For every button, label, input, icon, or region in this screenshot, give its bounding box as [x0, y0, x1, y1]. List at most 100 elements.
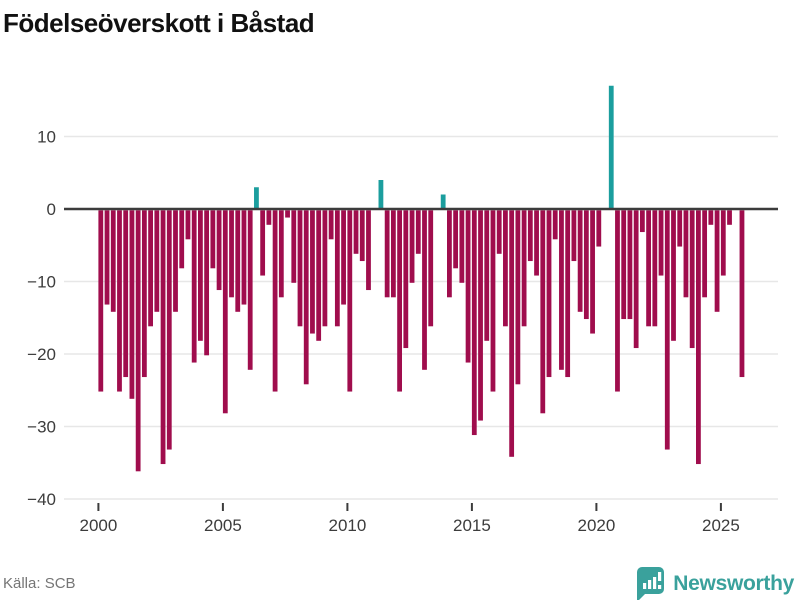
- bar-2025Q4: [739, 210, 745, 378]
- bar-2013Q1: [422, 210, 427, 370]
- bar-2005Q2: [229, 210, 234, 298]
- bar-2006Q2: [254, 187, 259, 209]
- bar-2023Q2: [677, 210, 683, 247]
- bar-2019Q2: [577, 210, 583, 312]
- bar-2024Q2: [702, 210, 708, 298]
- y-tick-label: −30: [27, 418, 56, 437]
- bar-2007Q3: [285, 210, 290, 218]
- bar-2023Q3: [683, 210, 689, 298]
- bar-2025Q1: [720, 210, 726, 276]
- bar-2009Q3: [334, 210, 340, 327]
- bar-2007Q2: [278, 210, 284, 298]
- bar-2004Q1: [198, 210, 203, 341]
- bar-2009Q2: [328, 210, 334, 240]
- bar-2001Q4: [141, 210, 147, 378]
- bar-2010Q1: [347, 210, 353, 392]
- bar-2023Q1: [671, 210, 676, 341]
- x-tick-label: 2020: [577, 516, 615, 535]
- bar-2012Q3: [409, 210, 415, 283]
- bar-2019Q1: [571, 210, 577, 262]
- bar-2008Q3: [310, 210, 315, 334]
- bar-2013Q2: [428, 210, 434, 327]
- bar-2022Q4: [664, 210, 670, 450]
- y-tick-label: −40: [27, 490, 56, 509]
- bar-2007Q1: [272, 210, 278, 392]
- bar-2006Q4: [266, 210, 272, 225]
- bar-2004Q2: [204, 210, 210, 356]
- bar-2021Q1: [621, 210, 627, 320]
- bar-2022Q1: [646, 210, 651, 327]
- bar-2016Q3: [509, 210, 515, 457]
- bar-2010Q4: [366, 210, 371, 291]
- bar-2004Q3: [210, 210, 216, 269]
- bar-2002Q3: [160, 210, 166, 465]
- bar-2012Q1: [397, 210, 402, 392]
- bar-2013Q4: [440, 194, 446, 209]
- bar-2015Q4: [490, 210, 496, 392]
- y-tick-label: −10: [27, 273, 56, 292]
- y-tick-label: −20: [27, 345, 56, 364]
- bar-2015Q1: [471, 210, 477, 436]
- bar-2019Q3: [583, 210, 589, 320]
- newsworthy-brand: Newsworthy: [635, 566, 794, 600]
- bar-2001Q3: [135, 210, 141, 472]
- bar-2003Q1: [173, 210, 178, 312]
- bar-2024Q4: [714, 210, 720, 312]
- bar-2010Q2: [353, 210, 359, 254]
- y-tick-label: 0: [47, 200, 56, 219]
- bar-2001Q2: [129, 210, 135, 399]
- bar-2025Q2: [727, 210, 732, 225]
- bar-2022Q2: [652, 210, 658, 327]
- bar-2015Q2: [478, 210, 483, 421]
- bar-2015Q3: [484, 210, 490, 341]
- bar-2012Q4: [415, 210, 421, 254]
- bar-2024Q3: [708, 210, 714, 225]
- chart-title: Födelseöverskott i Båstad: [3, 8, 315, 38]
- bar-2022Q3: [658, 210, 664, 276]
- bar-2021Q4: [639, 210, 645, 233]
- bar-2014Q3: [459, 210, 465, 283]
- bar-2019Q4: [590, 210, 595, 334]
- bar-2006Q1: [247, 210, 253, 370]
- gridlines: [64, 135, 778, 500]
- bar-2005Q1: [222, 210, 228, 414]
- bar-2017Q3: [534, 210, 539, 276]
- bar-2016Q4: [515, 210, 521, 385]
- bar-2016Q2: [503, 210, 508, 327]
- bar-2020Q4: [615, 210, 620, 392]
- bar-2014Q4: [465, 210, 471, 363]
- bar-2002Q4: [166, 210, 172, 450]
- y-tick-label: 10: [37, 128, 56, 147]
- bar-2023Q4: [689, 210, 695, 349]
- bar-2018Q3: [559, 210, 564, 370]
- bar-2005Q3: [235, 210, 241, 312]
- bar-2009Q1: [322, 210, 328, 327]
- bar-2018Q4: [565, 210, 571, 378]
- bar-2020Q3: [608, 85, 614, 209]
- bar-2009Q4: [341, 210, 346, 305]
- source-attribution: Källa: SCB: [3, 575, 76, 592]
- bar-2008Q4: [316, 210, 322, 341]
- bar-2020Q1: [596, 210, 602, 247]
- bar-2000Q4: [117, 210, 122, 392]
- bar-2017Q1: [521, 210, 527, 327]
- bar-2003Q4: [191, 210, 197, 363]
- bar-2014Q1: [447, 210, 452, 298]
- bar-2021Q3: [633, 210, 639, 349]
- bar-2002Q1: [148, 210, 153, 327]
- x-tick-label: 2005: [204, 516, 242, 535]
- bar-2002Q2: [154, 210, 160, 312]
- bar-2024Q1: [696, 210, 701, 465]
- bar-2001Q1: [123, 210, 129, 378]
- bar-2011Q3: [384, 210, 390, 298]
- bar-2000Q2: [104, 210, 110, 305]
- bar-2008Q2: [303, 210, 309, 385]
- y-axis-tick-labels: 10 0 −10 −20 −30 −40: [27, 128, 56, 510]
- bar-2014Q2: [453, 210, 459, 269]
- bar-2003Q3: [185, 210, 191, 240]
- bar-2005Q4: [241, 210, 247, 305]
- bar-2000Q3: [110, 210, 116, 312]
- newsworthy-logo-icon: [637, 567, 665, 600]
